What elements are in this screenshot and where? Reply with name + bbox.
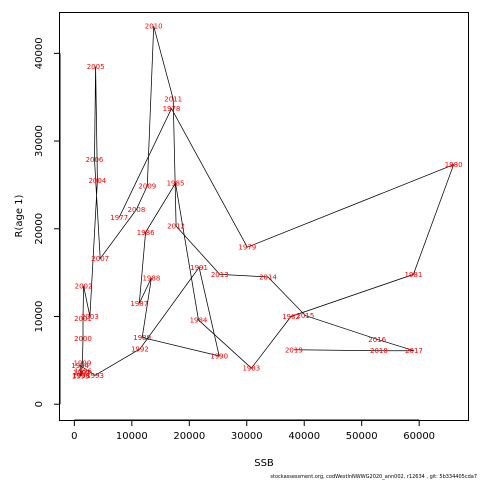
year-label-1995: 1995 [72, 373, 90, 381]
year-label-2000: 2000 [74, 335, 92, 343]
year-label-2017: 2017 [405, 347, 423, 355]
year-label-2008: 2008 [128, 206, 146, 214]
year-label-1988: 1988 [142, 274, 160, 282]
year-label-1989: 1989 [133, 334, 151, 342]
year-label-2015: 2015 [296, 312, 314, 320]
x-axis: 0 10000 20000 30000 40000 50000 60000 [71, 419, 435, 442]
year-label-1983: 1983 [242, 365, 260, 373]
year-label-1994: 1994 [71, 362, 89, 370]
year-label-1980: 1980 [445, 161, 463, 169]
year-labels: 1977 1978 1979 1980 1981 1982 1983 1984 1985 1986… [71, 23, 462, 381]
year-label-2001: 2001 [74, 315, 92, 323]
year-label-2011: 2011 [164, 95, 182, 103]
year-label-2005: 2005 [87, 63, 105, 71]
x-tick-label: 50000 [346, 431, 378, 442]
year-label-1987: 1987 [130, 300, 148, 308]
year-label-2014: 2014 [259, 274, 277, 282]
year-label-1981: 1981 [404, 271, 422, 279]
y-tick-label: 20000 [34, 213, 45, 245]
year-label-2006: 2006 [86, 156, 104, 164]
x-tick-label: 60000 [403, 431, 435, 442]
year-label-2002: 2002 [75, 282, 93, 290]
y-tick-label: 0 [34, 401, 45, 407]
year-label-1982: 1982 [282, 313, 300, 321]
year-label-2003: 2003 [81, 313, 99, 321]
year-label-1991: 1991 [190, 264, 208, 272]
x-tick-label: 0 [71, 431, 77, 442]
y-tick-label: 10000 [34, 301, 45, 333]
year-label-2013: 2013 [211, 271, 229, 279]
year-label-1997: 1997 [73, 369, 91, 377]
year-label-1990: 1990 [210, 352, 228, 360]
year-label-1978: 1978 [163, 105, 181, 113]
year-label-2009: 2009 [138, 182, 156, 190]
year-label-1985: 1985 [167, 180, 185, 188]
year-label-2010: 2010 [145, 23, 163, 31]
y-tick-label: 30000 [34, 125, 45, 157]
x-tick-label: 10000 [116, 431, 148, 442]
x-axis-title: SSB [254, 458, 274, 469]
year-label-1999: 1999 [73, 359, 91, 367]
year-label-2016: 2016 [368, 336, 386, 344]
year-label-2019: 2019 [285, 346, 303, 354]
year-label-1993: 1993 [86, 372, 104, 380]
y-axis-title: R(age 1) [14, 194, 25, 237]
year-label-2007: 2007 [91, 255, 109, 263]
x-tick-label: 30000 [231, 431, 263, 442]
footer-credit: stockassessment.org, codWestlnNWWG2020_a… [270, 474, 477, 480]
year-label-1986: 1986 [137, 229, 155, 237]
year-label-2018: 2018 [370, 347, 388, 355]
year-label-1979: 1979 [238, 244, 256, 252]
year-label-2004: 2004 [88, 177, 106, 185]
year-label-1977: 1977 [110, 214, 128, 222]
x-tick-label: 20000 [173, 431, 205, 442]
y-axis: 0 10000 20000 30000 40000 [34, 37, 61, 407]
year-label-2012: 2012 [167, 223, 185, 231]
recruitment-trajectory-line [79, 26, 455, 377]
year-label-1984: 1984 [190, 317, 208, 325]
y-tick-label: 40000 [34, 37, 45, 69]
year-label-1998: 1998 [72, 372, 90, 380]
year-label-1992: 1992 [131, 345, 149, 353]
x-tick-label: 40000 [288, 431, 320, 442]
year-label-1996: 1996 [74, 367, 92, 375]
